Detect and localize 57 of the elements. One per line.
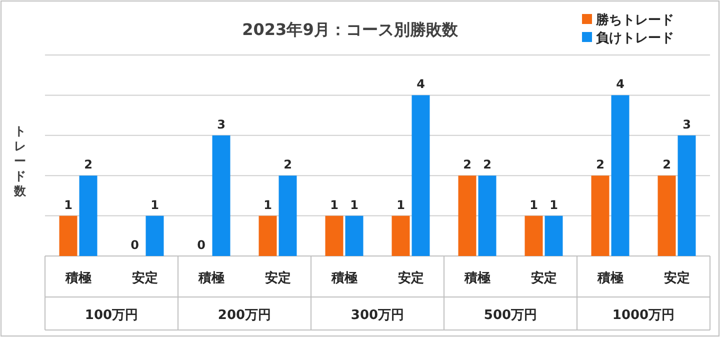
bar — [591, 176, 610, 256]
data-label: 1 — [350, 198, 358, 212]
text: 100万円 — [84, 308, 138, 323]
data-label: 3 — [217, 117, 226, 132]
bar — [392, 216, 410, 256]
bar — [345, 216, 364, 256]
x-tick-label: 積極 — [596, 271, 624, 286]
text: 1000万円 — [612, 308, 675, 323]
bar — [278, 176, 297, 256]
x-tick-label: 積極 — [64, 271, 92, 286]
chart-title: 2023年9月：コース別勝敗数 — [242, 20, 459, 39]
bar — [212, 135, 230, 256]
data-label: 4 — [416, 77, 425, 92]
data-label: 4 — [616, 77, 624, 92]
ylabel: トレード数 — [14, 124, 26, 198]
x-tick-label: 安定 — [398, 270, 424, 286]
data-label: 1 — [264, 198, 272, 212]
data-label: 3 — [682, 117, 691, 132]
data-label: 1 — [64, 198, 72, 212]
data-label: 1 — [150, 198, 159, 212]
data-label: 1 — [396, 198, 405, 212]
bar — [59, 216, 78, 256]
bar — [678, 135, 696, 256]
bar — [478, 176, 496, 256]
data-label: 2 — [483, 158, 492, 172]
data-label: 1 — [530, 198, 538, 212]
legend-label: 負けトレード — [596, 31, 674, 46]
data-label: 1 — [550, 198, 558, 212]
bar — [325, 216, 344, 256]
x-tick-label: 積極 — [197, 271, 224, 286]
x-tick-label: 安定 — [530, 270, 557, 286]
text: 300万円 — [350, 308, 404, 323]
bar — [146, 216, 164, 256]
data-label: 1 — [330, 198, 338, 212]
x-tick-label: 積極 — [330, 271, 358, 286]
bar — [611, 95, 630, 256]
bar — [658, 176, 676, 256]
bar — [258, 216, 277, 256]
bar — [544, 216, 563, 256]
data-label: 2 — [596, 158, 604, 172]
bar — [524, 216, 543, 256]
text: 500万円 — [484, 308, 538, 323]
bar — [412, 95, 430, 256]
text: 200万円 — [218, 308, 272, 323]
data-label: 0 — [197, 238, 206, 252]
data-label: 2 — [662, 158, 671, 172]
bar — [458, 176, 476, 256]
x-tick-label: 安定 — [264, 270, 291, 286]
x-tick-label: 安定 — [132, 270, 158, 286]
data-label: 2 — [84, 158, 92, 172]
x-tick-label: 積極 — [463, 271, 490, 286]
x-tick-label: 安定 — [664, 270, 690, 286]
data-label: 2 — [284, 158, 292, 172]
legend-label: 勝ちトレード — [595, 13, 674, 28]
data-label: 2 — [463, 158, 472, 172]
bar — [79, 176, 98, 256]
data-label: 0 — [130, 238, 139, 252]
